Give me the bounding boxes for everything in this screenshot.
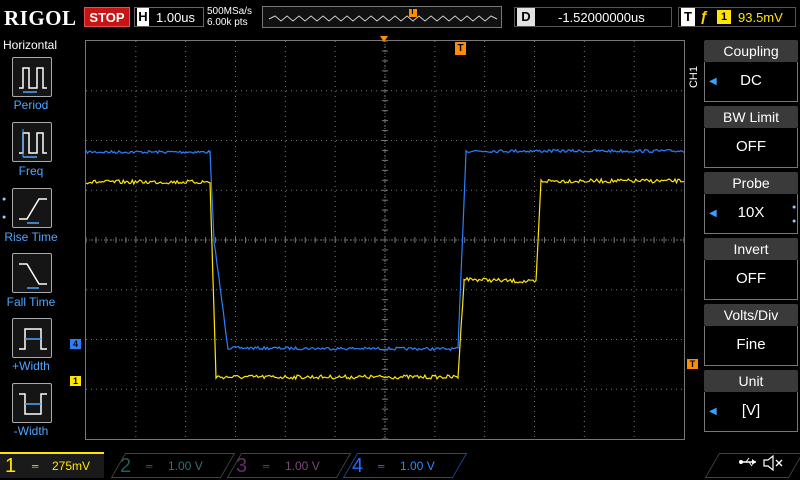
trigger-level-marker[interactable]: T — [687, 359, 698, 369]
positive-width-label: +Width — [12, 359, 50, 373]
volts-div-value[interactable]: Fine — [704, 326, 798, 366]
coupling-arrow-icon: ◀ — [709, 76, 717, 87]
ch1-number: 1 — [5, 455, 17, 477]
coupling-title: Coupling — [704, 40, 798, 62]
fall-time-label: Fall Time — [6, 295, 56, 309]
scroll-up-icon: ● — [2, 196, 7, 203]
negative-width-label: -Width — [13, 424, 49, 438]
scroll-up-icon: ● — [792, 204, 797, 211]
trigger-point-marker: T — [455, 42, 466, 55]
coupling-value[interactable]: DC — [704, 62, 798, 102]
ch1-coupling-icon: ═ — [32, 461, 39, 471]
brand-logo: RIGOL — [4, 6, 77, 30]
volts-div-title: Volts/Div — [704, 304, 798, 326]
scroll-down-icon: ● — [2, 214, 7, 221]
frequency-icon — [19, 129, 47, 158]
memory-waveform-icon — [268, 9, 498, 22]
ch1-status[interactable] — [0, 452, 104, 478]
rise-time-icon — [19, 198, 47, 224]
unit-title: Unit — [704, 370, 798, 392]
negative-width-icon — [19, 393, 47, 415]
graticule — [85, 40, 685, 440]
rising-edge-icon: ƒ — [700, 8, 709, 25]
invert-value[interactable]: OFF — [704, 260, 798, 300]
period-label: Period — [13, 98, 49, 112]
ch3-scale: 1.00 V — [285, 459, 320, 473]
positive-width-icon — [19, 328, 47, 350]
delay-letter: D — [517, 8, 535, 26]
speaker-muted-icon[interactable] — [762, 454, 784, 474]
trigger-letter: T — [681, 8, 695, 26]
frequency-button[interactable] — [12, 122, 52, 162]
unit-value[interactable]: [V] — [704, 392, 798, 432]
usb-icon — [738, 455, 758, 472]
invert-title: Invert — [704, 238, 798, 260]
probe-title: Probe — [704, 172, 798, 194]
ch4-waveform — [85, 148, 685, 352]
frequency-label: Freq — [18, 164, 44, 178]
fall-time-button[interactable] — [12, 253, 52, 293]
ch4-offset-marker[interactable]: 4 — [70, 339, 81, 349]
menu-channel-tag: CH1 — [688, 66, 700, 89]
probe-value[interactable]: 10X — [704, 194, 798, 234]
run-stop-status[interactable]: STOP — [84, 7, 130, 27]
rise-time-button[interactable] — [12, 188, 52, 228]
trigger-source-badge: 1 — [717, 10, 731, 24]
ch2-coupling-icon: ═ — [146, 461, 153, 471]
unit-arrow-icon: ◀ — [709, 406, 717, 417]
ch2-scale: 1.00 V — [168, 459, 203, 473]
timebase-value: 1.00us — [156, 10, 196, 25]
memory-depth: 6.00k pts — [207, 17, 248, 28]
ch3-number: 3 — [236, 455, 248, 477]
timebase-box[interactable] — [134, 7, 204, 27]
trigger-box[interactable] — [678, 7, 796, 27]
trigger-position-arrow-icon — [380, 36, 388, 42]
period-icon — [19, 67, 47, 93]
memory-overview-strip: T — [262, 6, 502, 28]
bw-limit-title: BW Limit — [704, 106, 798, 128]
ch1-waveform — [85, 177, 684, 381]
positive-width-button[interactable] — [12, 318, 52, 358]
timebase-letter: H — [137, 8, 149, 26]
ch4-number: 4 — [352, 455, 364, 477]
ch4-scale: 1.00 V — [400, 459, 435, 473]
left-menu-title: Horizontal — [2, 38, 58, 52]
fall-time-icon — [19, 263, 47, 289]
ch2-number: 2 — [120, 455, 132, 477]
probe-arrow-icon: ◀ — [709, 208, 717, 219]
memory-trigger-marker: T — [410, 7, 415, 16]
scroll-down-icon: ● — [792, 218, 797, 225]
rise-time-label: Rise Time — [4, 230, 58, 244]
bw-limit-value[interactable]: OFF — [704, 128, 798, 168]
delay-value: -1.52000000us — [558, 10, 645, 25]
negative-width-button[interactable] — [12, 383, 52, 423]
ch1-scale: 275mV — [52, 459, 91, 473]
period-button[interactable] — [12, 57, 52, 97]
ch3-coupling-icon: ═ — [263, 461, 270, 471]
ch1-offset-marker[interactable]: 1 — [70, 376, 81, 386]
sample-rate: 500MSa/s — [207, 6, 253, 17]
waveform-display[interactable] — [85, 40, 685, 440]
delay-box[interactable] — [514, 7, 672, 27]
trigger-level-value: 93.5mV — [738, 10, 783, 25]
ch4-coupling-icon: ═ — [378, 461, 385, 471]
